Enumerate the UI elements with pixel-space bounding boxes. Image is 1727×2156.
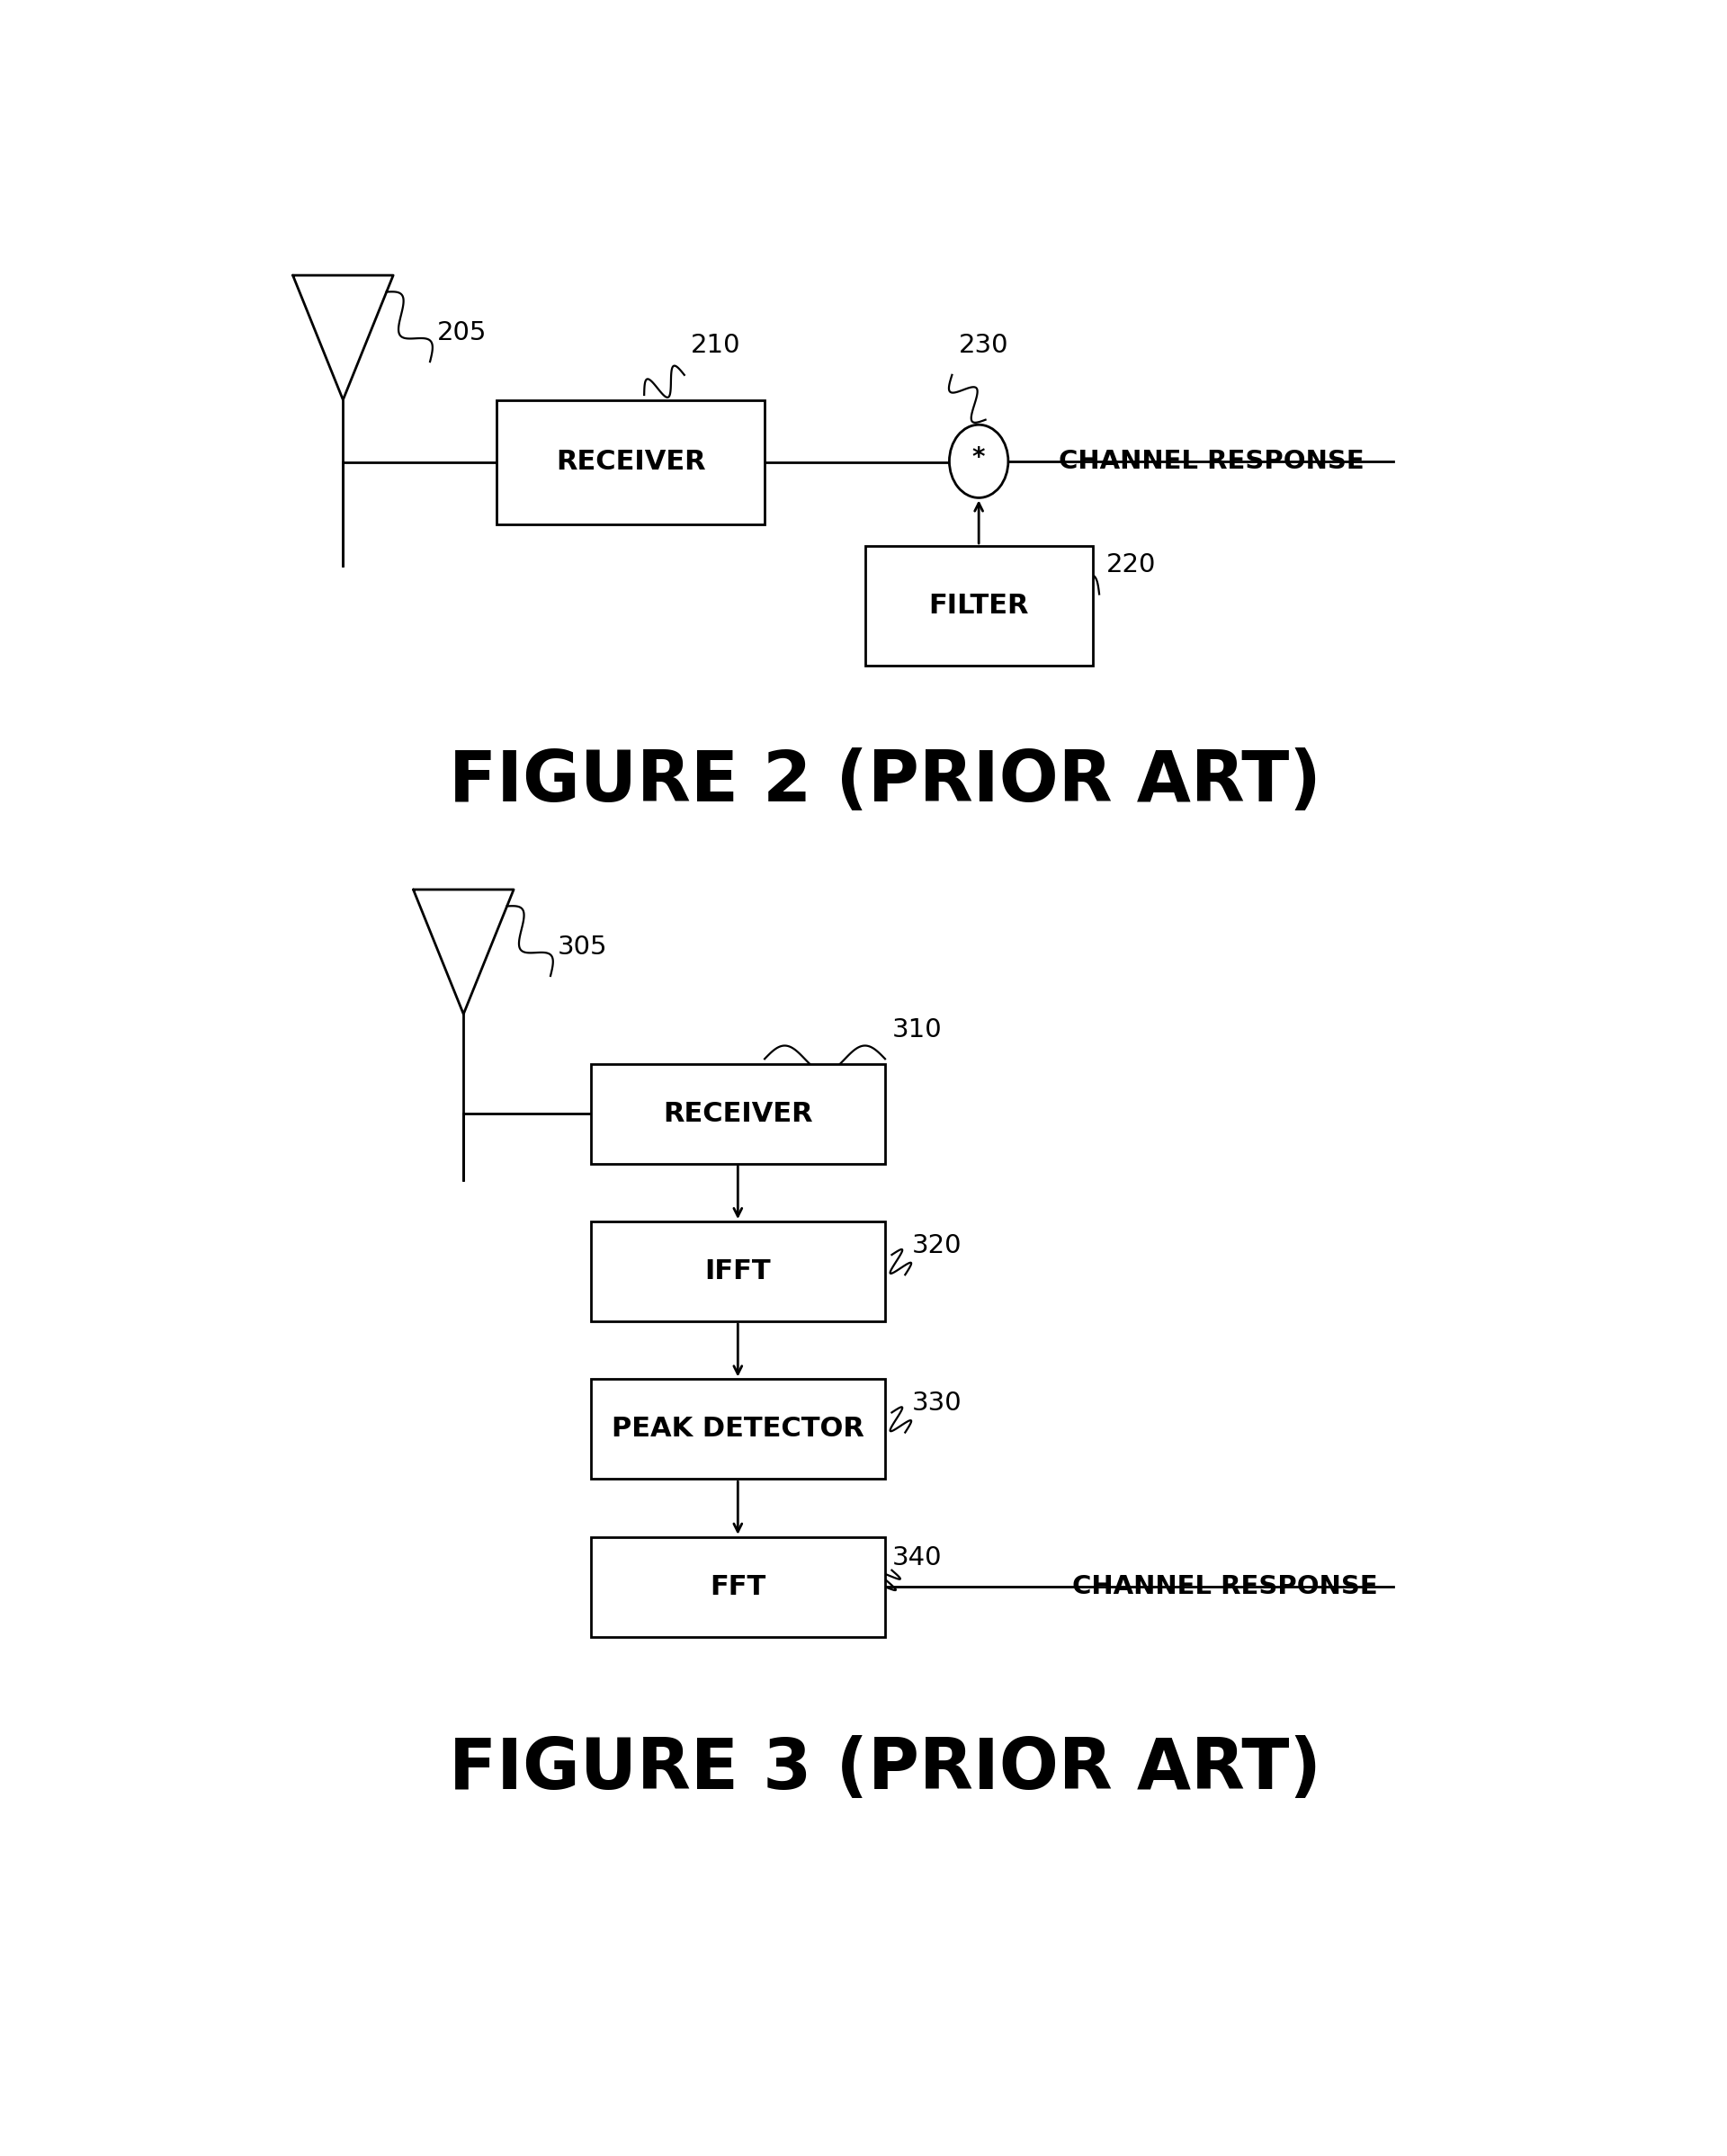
- Text: RECEIVER: RECEIVER: [556, 448, 706, 474]
- Text: 205: 205: [437, 319, 487, 345]
- Text: FIGURE 3 (PRIOR ART): FIGURE 3 (PRIOR ART): [449, 1736, 1321, 1805]
- Text: PEAK DETECTOR: PEAK DETECTOR: [611, 1416, 864, 1442]
- Text: 340: 340: [891, 1546, 941, 1570]
- Bar: [497, 399, 765, 524]
- Text: 305: 305: [558, 934, 608, 959]
- Text: 210: 210: [691, 334, 741, 358]
- Text: 330: 330: [912, 1391, 962, 1416]
- Circle shape: [950, 425, 1009, 498]
- Text: *: *: [972, 446, 986, 470]
- Text: CHANNEL RESPONSE: CHANNEL RESPONSE: [1059, 448, 1364, 474]
- Bar: [591, 1380, 884, 1479]
- Text: 320: 320: [912, 1233, 962, 1259]
- Bar: [865, 545, 1093, 666]
- Text: 230: 230: [958, 334, 1009, 358]
- Text: 220: 220: [1105, 552, 1155, 578]
- Bar: [591, 1537, 884, 1636]
- Text: IFFT: IFFT: [705, 1259, 770, 1285]
- Text: FFT: FFT: [710, 1574, 765, 1600]
- Text: FIGURE 2 (PRIOR ART): FIGURE 2 (PRIOR ART): [449, 748, 1321, 815]
- Bar: [591, 1222, 884, 1322]
- Bar: [591, 1063, 884, 1164]
- Text: 310: 310: [891, 1018, 941, 1041]
- Text: FILTER: FILTER: [929, 593, 1029, 619]
- Text: CHANNEL RESPONSE: CHANNEL RESPONSE: [1072, 1574, 1378, 1600]
- Text: RECEIVER: RECEIVER: [663, 1102, 813, 1128]
